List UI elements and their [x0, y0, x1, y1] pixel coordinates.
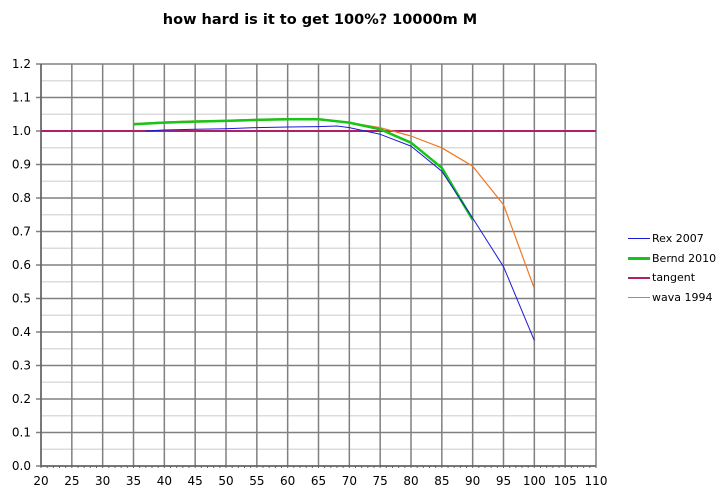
y-tick-label: 0.3 [12, 359, 31, 373]
x-tick-label: 25 [64, 474, 79, 488]
legend-swatch-icon [628, 276, 650, 279]
legend-swatch-icon [628, 238, 650, 240]
legend-item-bernd-2010: Bernd 2010 [628, 249, 716, 269]
series-line-bernd-2010 [133, 118, 474, 221]
x-tick-label: 55 [249, 474, 264, 488]
x-tick-label: 70 [342, 474, 357, 488]
legend-item-wava-1994: wava 1994 [628, 288, 716, 308]
legend-label: tangent [652, 271, 696, 285]
y-tick-label: 0.8 [12, 191, 31, 205]
y-tick-label: 1.0 [12, 124, 31, 138]
x-tick-label: 60 [280, 474, 295, 488]
y-tick-label: 1.1 [12, 91, 31, 105]
legend-label: wava 1994 [652, 290, 713, 304]
x-tick-label: 75 [373, 474, 388, 488]
gridlines [36, 63, 597, 467]
y-tick-label: 0.1 [12, 426, 31, 440]
y-tick-label: 0.6 [12, 258, 31, 272]
legend-swatch-icon [628, 296, 650, 298]
x-tick-label: 110 [585, 474, 608, 488]
y-tick-label: 0.0 [12, 459, 31, 473]
x-tick-label: 90 [465, 474, 480, 488]
legend-label: Rex 2007 [652, 232, 704, 246]
x-tick-label: 100 [523, 474, 546, 488]
x-axis-tick-labels: 20 25 30 35 40 45 50 55 60 65 70 75 80 85 90 95 100 105 11… [33, 474, 607, 488]
x-tick-label: 95 [496, 474, 511, 488]
x-tick-label: 85 [434, 474, 449, 488]
data-series [41, 117, 596, 341]
legend-label: Bernd 2010 [652, 251, 717, 265]
x-tick-label: 35 [126, 474, 141, 488]
x-tick-label: 65 [311, 474, 326, 488]
y-tick-label: 0.2 [12, 392, 31, 406]
legend-item-rex-2007: Rex 2007 [628, 229, 716, 249]
series-line-wava-1994 [133, 117, 535, 289]
legend: Rex 2007 Bernd 2010 tangent wava 1994 [628, 229, 716, 307]
y-tick-label: 0.7 [12, 225, 31, 239]
x-tick-label: 20 [33, 474, 48, 488]
x-tick-label: 105 [554, 474, 577, 488]
x-tick-label: 50 [218, 474, 233, 488]
x-tick-label: 80 [403, 474, 418, 488]
legend-item-tangent: tangent [628, 268, 716, 288]
x-tick-label: 30 [95, 474, 110, 488]
y-axis-tick-labels: 0.0 0.1 0.2 0.3 0.4 0.5 0.6 0.7 0.8 0.9 1.0 1.1 1.2 [12, 57, 31, 473]
chart-title: how hard is it to get 100%? 10000m M [162, 12, 478, 28]
x-tick-label: 45 [188, 474, 203, 488]
x-tick-label: 40 [157, 474, 172, 488]
y-tick-label: 0.4 [12, 325, 31, 339]
y-tick-label: 1.2 [12, 57, 31, 71]
legend-swatch-icon [628, 256, 650, 260]
series-line-rex-2007 [145, 125, 535, 341]
y-tick-label: 0.5 [12, 292, 31, 306]
y-tick-label: 0.9 [12, 158, 31, 172]
